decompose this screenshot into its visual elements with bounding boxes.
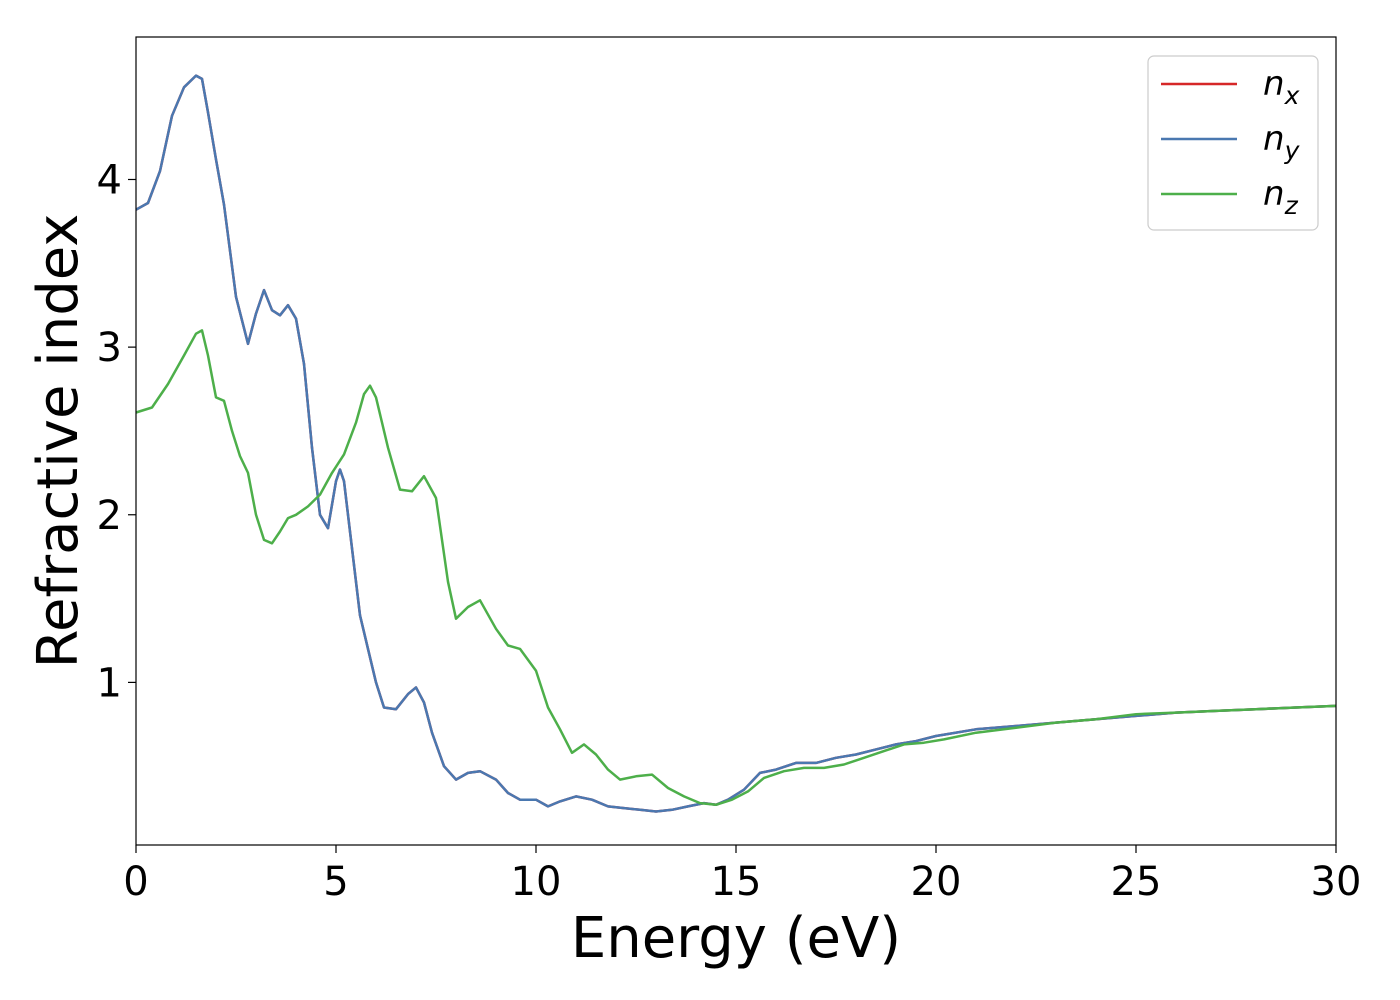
legend-label-subscript: x [1284,81,1300,110]
y-tick-label: 1 [97,660,122,706]
x-axis: 0 5 10 15 20 25 30 [123,845,1361,905]
x-tick-label: 0 [123,859,148,905]
legend-label-ny: ny [1263,119,1301,165]
x-tick-label: 15 [711,859,762,905]
legend-label-base: n [1263,119,1285,159]
legend-label-subscript: y [1284,136,1301,165]
legend-label-base: n [1263,174,1285,214]
y-tick-label: 4 [97,157,122,203]
legend-label-subscript: z [1284,191,1299,220]
legend-label-base: n [1263,64,1285,104]
x-axis-title: Energy (eV) [571,906,901,971]
series-line-ny [135,74,1337,813]
legend-box [1147,55,1319,231]
legend-label-nz: nz [1263,174,1299,220]
legend-label-nx: nx [1263,64,1300,110]
y-tick-label: 2 [97,493,122,539]
x-tick-label: 10 [511,859,562,905]
x-tick-label: 30 [1311,859,1362,905]
y-axis: 1 2 3 4 [97,157,136,706]
x-tick-label: 5 [323,859,348,905]
x-tick-label: 20 [911,859,962,905]
series-line-nz [135,329,1337,807]
y-tick-label: 3 [97,325,122,371]
series-layer [135,74,1337,813]
y-axis-title: Refractive index [26,214,91,669]
x-tick-label: 25 [1111,859,1162,905]
